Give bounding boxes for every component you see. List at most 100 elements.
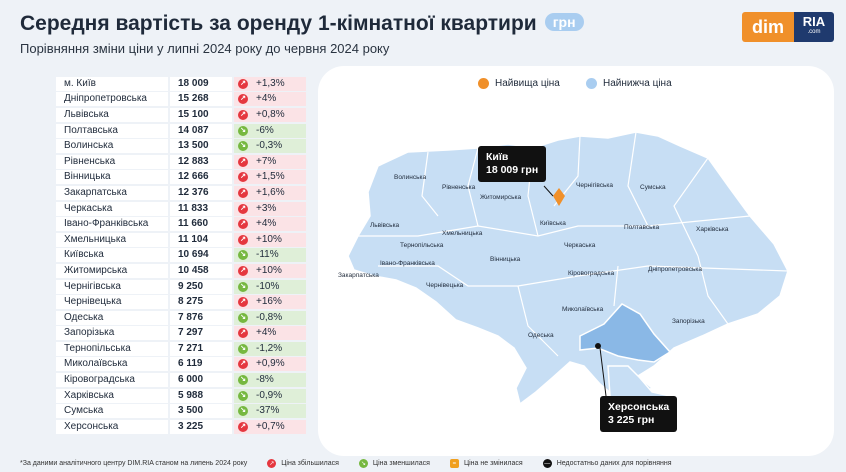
region-name: Тернопільська	[56, 341, 168, 356]
table-row: Житомирська 10 458 ↗ +10%	[56, 263, 306, 279]
region-name: Волинська	[56, 139, 168, 154]
kherson-pin	[595, 343, 601, 349]
label-volynska: Волинська	[394, 174, 427, 181]
region-price: 18 009	[170, 76, 232, 91]
legend-highest: Найвища ціна	[478, 78, 560, 89]
kherson-region	[579, 303, 672, 363]
region-price: 9 250	[170, 279, 232, 294]
change-value: +4%	[256, 327, 277, 339]
region-price: 12 883	[170, 154, 232, 169]
arrow-down-icon: ↘	[238, 312, 248, 323]
table-row: Дніпропетровська 15 268 ↗ +4%	[56, 92, 306, 108]
legend-lowest-dot	[586, 78, 597, 89]
arrow-down-icon: ↘	[238, 250, 248, 261]
label-zaporizka: Запорізька	[672, 318, 705, 325]
equal-icon: =	[449, 459, 459, 468]
region-price: 12 376	[170, 185, 232, 200]
table-row: Сумська 3 500 ↘ -37%	[56, 403, 306, 419]
region-name: Одеська	[56, 310, 168, 325]
region-price: 10 458	[170, 263, 232, 278]
region-name: Житомирська	[56, 263, 168, 278]
table-row: Запорізька 7 297 ↗ +4%	[56, 326, 306, 342]
change-value: -37%	[256, 405, 280, 417]
label-chernivetska: Чернівецька	[426, 282, 464, 289]
region-name: Полтавська	[56, 123, 168, 138]
price-change: ↗ +0,7%	[234, 419, 306, 434]
region-name: Івано-Франківська	[56, 217, 168, 232]
footer-same: = Ціна не змінилася	[449, 459, 523, 468]
change-value: -0,9%	[256, 389, 283, 401]
arrow-down-icon: ↘	[358, 459, 368, 468]
change-value: +3%	[256, 202, 277, 214]
arrow-down-icon: ↘	[238, 125, 248, 136]
table-row: Харківська 5 988 ↘ -0,9%	[56, 388, 306, 404]
label-kyivska: Київська	[540, 220, 566, 227]
price-change: ↗ +10%	[234, 232, 306, 247]
label-khmelnytska: Хмельницька	[442, 230, 483, 237]
region-price: 6 119	[170, 357, 232, 372]
region-price: 5 988	[170, 388, 232, 403]
region-price: 11 104	[170, 232, 232, 247]
price-change: ↘ -0,8%	[234, 310, 306, 325]
label-chernihivska: Чернігівська	[576, 182, 614, 189]
price-change: ↘ -37%	[234, 404, 306, 419]
arrow-up-icon: ↗	[238, 172, 248, 183]
map-card: Найвища ціна Найнижча ціна Київ 18 009 г…	[318, 66, 834, 456]
price-change: ↘ -10%	[234, 279, 306, 294]
arrow-up-icon: ↗	[238, 203, 248, 214]
change-value: +4%	[256, 218, 277, 230]
region-name: Кіровоградська	[56, 373, 168, 388]
region-price: 11 660	[170, 217, 232, 232]
price-change: ↗ +4%	[234, 92, 306, 107]
dim-ria-logo[interactable]: dim RIA .com	[742, 12, 834, 42]
ukraine-shape	[347, 131, 789, 406]
region-price: 7 876	[170, 310, 232, 325]
label-sumska: Сумська	[640, 184, 666, 191]
change-value: -11%	[256, 249, 279, 261]
region-price: 7 297	[170, 326, 232, 341]
change-value: -0,3%	[256, 140, 283, 152]
arrow-up-icon: ↗	[238, 297, 248, 308]
price-change: ↘ -0,9%	[234, 388, 306, 403]
change-value: +0,7%	[256, 420, 285, 432]
region-price: 14 087	[170, 123, 232, 138]
arrow-up-icon: ↗	[267, 459, 277, 468]
region-name: Харківська	[56, 388, 168, 403]
label-kirovohradska: Кіровоградська	[568, 270, 615, 277]
arrow-up-icon: ↗	[238, 265, 248, 276]
footer-note: *За даними аналітичного центру DIM.RIA с…	[20, 460, 248, 467]
label-zhytomyrska: Житомирська	[480, 194, 522, 201]
footer-nodata: — Недостатньо даних для порівняння	[542, 459, 672, 468]
table-row: Рівненська 12 883 ↗ +7%	[56, 154, 306, 170]
region-name: Хмельницька	[56, 232, 168, 247]
page-title: Середня вартість за оренду 1-кімнатної к…	[20, 12, 584, 36]
arrow-up-icon: ↗	[238, 187, 248, 198]
legend-lowest: Найнижча ціна	[586, 78, 672, 89]
price-change: ↘ -11%	[234, 248, 306, 263]
price-change: ↗ +0,8%	[234, 107, 306, 122]
region-name: Рівненська	[56, 154, 168, 169]
change-value: +0,9%	[256, 358, 285, 370]
region-name: Сумська	[56, 404, 168, 419]
price-change: ↗ +1,3%	[234, 76, 306, 91]
region-name: Херсонська	[56, 419, 168, 434]
change-value: -10%	[256, 280, 280, 292]
legend-highest-dot	[478, 78, 489, 89]
label-dnipropetrovska: Дніпропетровська	[648, 266, 702, 273]
price-change: ↗ +3%	[234, 201, 306, 216]
lowest-city-price: 3 225 грн	[608, 414, 655, 426]
label-ternopilska: Тернопільська	[400, 242, 444, 249]
arrow-up-icon: ↗	[238, 328, 248, 339]
price-table: м. Київ 18 009 ↗ +1,3% Дніпропетровська 15 26…	[56, 76, 306, 435]
change-value: -8%	[256, 374, 274, 386]
footer-nodata-label: Недостатньо даних для порівняння	[556, 460, 672, 467]
label-rivnenska: Рівненська	[442, 184, 476, 191]
table-row: Київська 10 694 ↘ -11%	[56, 248, 306, 264]
change-value: +10%	[256, 233, 282, 245]
table-row: Закарпатська 12 376 ↗ +1,6%	[56, 185, 306, 201]
table-row: Полтавська 14 087 ↘ -6%	[56, 123, 306, 139]
region-price: 3 225	[170, 419, 232, 434]
table-row: м. Київ 18 009 ↗ +1,3%	[56, 76, 306, 92]
region-name: Львівська	[56, 107, 168, 122]
footer-down: ↘ Ціна зменшилася	[358, 459, 430, 468]
